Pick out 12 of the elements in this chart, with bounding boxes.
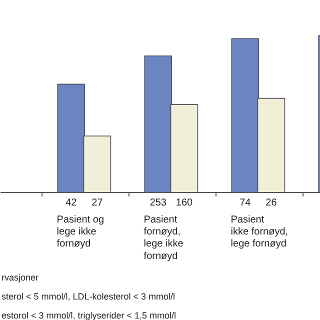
text: 253	[150, 198, 167, 208]
x-tick-label: Pasient fornøyd, lege ikke fornøyd	[144, 214, 184, 262]
text: rvasjoner	[2, 272, 39, 282]
text: 27	[92, 198, 104, 208]
x-tick-label: Pasient og lege ikke fornøyd	[56, 214, 104, 250]
text: estorol < 3 mmol/l, triglyserider < 1,5 mmol/l	[2, 310, 176, 320]
text: 74	[240, 198, 252, 208]
text: sterol < 5 mmol/l, LDL-kolesterol < 3 mmol/l	[2, 292, 176, 302]
x-tick-label: Pasient ikke fornøyd, lege fornøyd	[230, 214, 288, 250]
text: 160	[176, 198, 194, 208]
text: 42	[66, 198, 78, 208]
text: 26	[266, 198, 278, 208]
